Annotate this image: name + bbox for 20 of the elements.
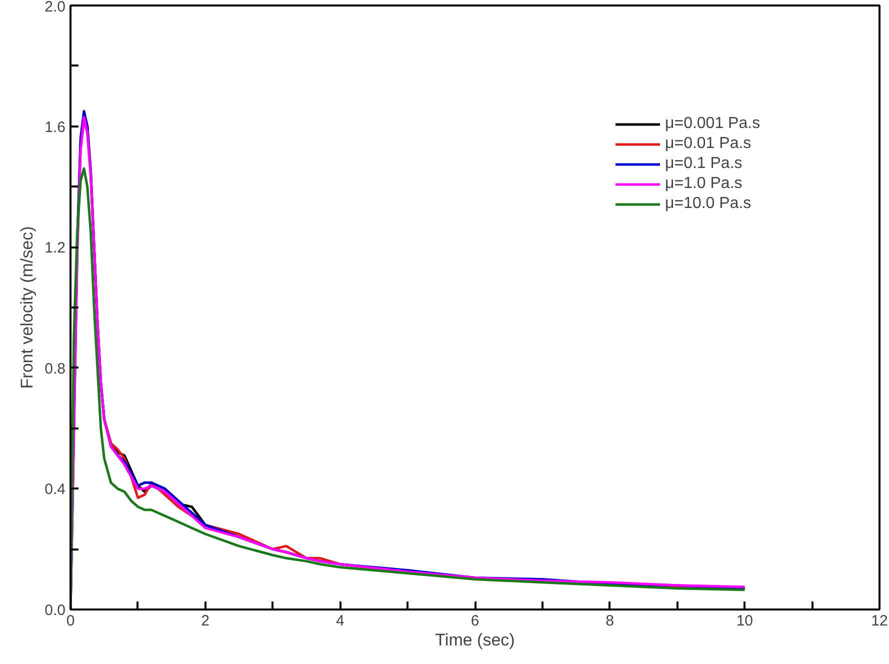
y-tick-label: 2.0 (44, 0, 66, 16)
x-tick-label: 8 (606, 612, 614, 630)
x-tick-label: 6 (470, 612, 480, 630)
x-tick-label: 10 (736, 612, 754, 630)
y-tick-label: 1.6 (44, 118, 66, 136)
x-axis-title: Time (sec) (435, 630, 515, 650)
y-tick-label: 0.4 (44, 481, 66, 498)
x-tick-label: 12 (871, 612, 888, 630)
text: 0.0 (44, 602, 66, 619)
y-tick-label: 0.8 (44, 360, 66, 378)
legend-label: μ=0.1 Pa.s (665, 155, 742, 173)
x-tick-label: 2 (201, 612, 210, 630)
legend-label: μ=10.0 Pa.s (665, 195, 752, 213)
x-tick-label: 4 (336, 612, 344, 630)
legend-label: μ=1.0 Pa.s (665, 175, 742, 193)
legend-label: μ=0.001 Pa.s (665, 115, 760, 133)
x-tick-label: 0 (66, 612, 75, 630)
y-axis-title: Front velocity (m/sec) (18, 226, 37, 389)
legend-label: μ=0.01 Pa.s (665, 135, 752, 153)
y-tick-label: 1.2 (44, 240, 66, 257)
